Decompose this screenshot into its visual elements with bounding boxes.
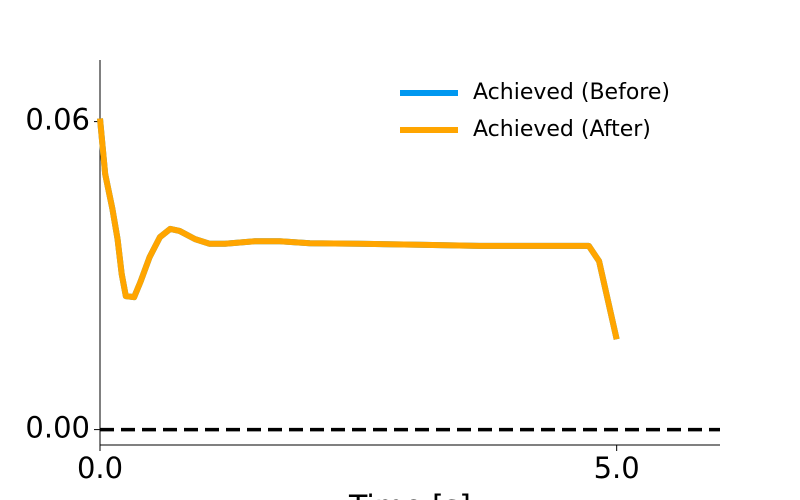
legend-label: Achieved (After) (473, 117, 651, 142)
x-axis-label: Time [s] (348, 490, 471, 500)
y-tick-label: 0.00 (25, 411, 90, 445)
series-line (97, 118, 620, 340)
legend-label: Achieved (Before) (473, 80, 670, 105)
x-tick-label: 0.0 (77, 451, 123, 485)
x-tick-label: 5.0 (594, 451, 640, 485)
y-tick-label: 0.06 (25, 103, 90, 137)
